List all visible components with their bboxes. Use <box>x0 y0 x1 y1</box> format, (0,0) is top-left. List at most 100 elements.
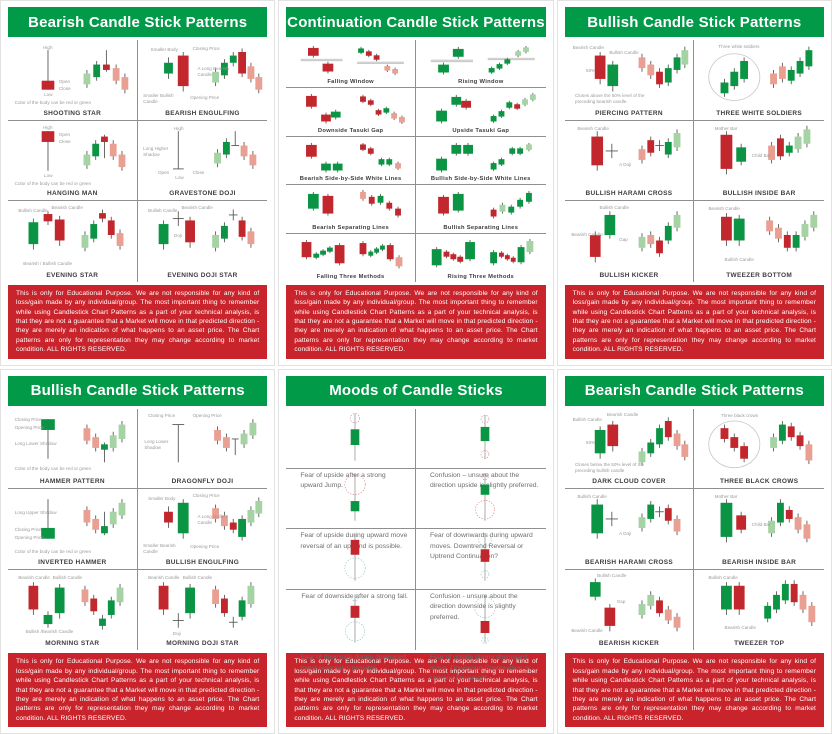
candle <box>92 516 100 534</box>
card-header: Bullish Candle Stick Patterns <box>8 375 268 406</box>
candles-layer <box>41 418 126 477</box>
mood-cell: Fear of upside during downward move. Dow… <box>416 590 546 682</box>
card-body: Falling Window Rising Window Downside Tasu… <box>286 40 546 282</box>
candle <box>158 221 169 250</box>
pattern-cell: Bearish Side-by-Side White Lines <box>286 136 416 186</box>
candle <box>517 147 524 155</box>
candles-layer <box>308 188 402 223</box>
pattern-label: Bearish Side-by-Side White Lines <box>299 176 402 183</box>
pattern-diagram: Bullish Candle Bearish Candle <box>697 573 821 639</box>
candle <box>222 138 230 158</box>
candles-layer <box>158 573 255 639</box>
candle <box>366 50 373 57</box>
annotation: Bearish Candle <box>571 627 603 633</box>
mood-dotted-circle <box>344 621 365 642</box>
candle <box>791 580 798 606</box>
candle <box>93 61 101 81</box>
candle <box>121 74 129 94</box>
mood-cell: Fear of upside after a strong upward Jum… <box>286 408 416 489</box>
pattern-label: PIERCING PATTERN <box>595 109 663 117</box>
candle <box>730 68 739 90</box>
candle <box>664 65 672 87</box>
mood-candle-body <box>480 549 490 563</box>
candle <box>638 600 646 618</box>
pattern-cell: Bearish Candle Bullish Candle 50% Closes ab… <box>564 40 695 121</box>
pattern-cell: Bullish Candle Bearish Candle TWEEZER TOP <box>694 570 824 651</box>
candle <box>443 250 450 258</box>
candle <box>509 147 516 155</box>
annotation: Opening Price <box>190 94 220 100</box>
candle <box>638 447 646 465</box>
candle <box>255 498 262 518</box>
pattern-diagram: Bullish Candle Bearish Candle Bearish / Bu… <box>11 204 134 270</box>
card-title: Bullish Candle Stick Patterns <box>587 13 802 31</box>
annotation: Bearish Candle <box>708 206 740 212</box>
candle <box>387 243 394 261</box>
annotation: Gap <box>616 599 626 605</box>
pattern-cell: Falling Window <box>286 40 416 89</box>
candles-layer <box>301 237 403 273</box>
pattern-label: Bearish Separating Lines <box>312 224 390 231</box>
candle <box>237 516 246 541</box>
card-title: Continuation Candle Stick Patterns <box>287 13 545 31</box>
mood-dotted-circle <box>481 473 489 481</box>
annotation: Gap <box>619 237 628 243</box>
candle <box>101 442 108 462</box>
pattern-diagram: Bullish Candle Bearish Candle 50% Closes be… <box>568 412 691 477</box>
candle <box>172 212 183 227</box>
pattern-label: Falling Window <box>327 79 374 86</box>
candle <box>41 130 55 171</box>
candle <box>673 129 681 151</box>
candle <box>112 65 120 85</box>
candle <box>386 157 393 165</box>
mood-text: Confusion - unsure about the direction d… <box>429 592 518 621</box>
candle <box>383 107 390 114</box>
candle <box>721 582 733 615</box>
candle <box>463 143 473 156</box>
pattern-cell: Rising Three Methods <box>416 234 546 282</box>
candle <box>681 47 688 69</box>
candle <box>647 501 654 523</box>
candles-layer <box>28 204 124 270</box>
mood-candle-body <box>350 605 360 618</box>
pattern-cell: Three white soldiers THREE WHITE SOLDIERS <box>694 40 824 121</box>
candle <box>591 131 603 171</box>
candle <box>102 50 110 72</box>
candle <box>83 70 91 88</box>
card-body: Fear of upside after a strong upward Jum… <box>286 408 546 682</box>
candle <box>766 217 774 235</box>
pattern-diagram: High Open Close Low Color of the body can be… <box>11 124 134 189</box>
card-title: Bullish Candle Stick Patterns <box>30 382 245 399</box>
candle <box>605 512 617 526</box>
pattern-diagram: Mother Bar Child Bar <box>697 492 821 557</box>
annotation: Bullish Candle <box>18 207 48 213</box>
candle <box>736 512 747 534</box>
candle <box>655 507 664 518</box>
candle <box>655 140 664 151</box>
annotation: Close <box>192 170 205 176</box>
pattern-cell: Closing Price Opening Price Long Lower Sha… <box>8 408 138 490</box>
candle <box>378 157 385 165</box>
candle <box>395 207 402 218</box>
disclaimer-footer: This is only for Educational Purpose. We… <box>286 284 546 359</box>
candle <box>504 253 510 260</box>
candle <box>594 426 606 458</box>
candle <box>116 230 124 250</box>
candle <box>638 145 646 163</box>
pattern-cell: High Long Higher Shadow Open Low Close GRAVES… <box>137 121 268 202</box>
candle <box>768 517 776 537</box>
candle <box>664 223 672 245</box>
annotation: Color of the body can be red or green <box>14 549 92 555</box>
candle <box>238 597 246 621</box>
pattern-cell: Smaller Body Closing Price A Long Bullish … <box>137 489 268 570</box>
candle <box>803 521 811 543</box>
pattern-label: INVERTED HAMMER <box>38 558 107 566</box>
annotation: A Long Bearish Candle <box>197 66 229 78</box>
annotation: Bearish Candle <box>724 625 756 631</box>
pattern-diagram <box>289 140 412 175</box>
candle <box>177 52 189 92</box>
candle <box>777 499 785 526</box>
candle <box>368 147 375 155</box>
candle <box>736 143 747 165</box>
pattern-cell: Bullish Candle Bearish Candle Gap BULLISH K… <box>565 201 695 282</box>
